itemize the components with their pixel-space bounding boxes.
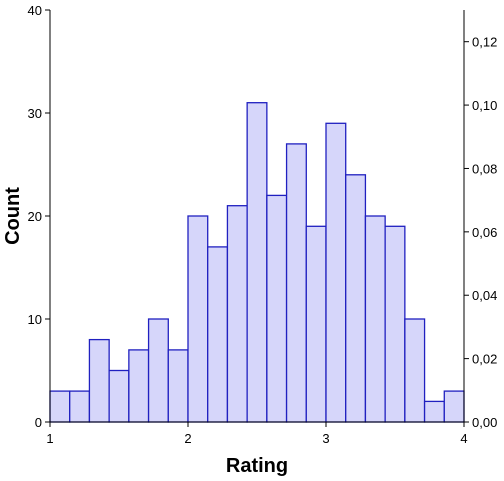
histogram-bar: [266, 194, 288, 423]
left-y-tick-label: 40: [28, 3, 42, 18]
x-tick-label: 2: [184, 431, 191, 446]
right-y-tick-label: 0,12: [472, 35, 497, 50]
histogram-bar: [128, 349, 150, 423]
bars-layer: [49, 102, 465, 423]
histogram-bar: [423, 400, 445, 423]
right-y-tick-label: 0,06: [472, 225, 497, 240]
right-y-tick-label: 0,04: [472, 288, 497, 303]
axes-layer: [45, 9, 469, 427]
histogram-bar: [285, 143, 307, 423]
x-tick-label: 1: [46, 431, 53, 446]
histogram-bar: [167, 349, 189, 423]
histogram-bar: [69, 390, 91, 423]
histogram-bar: [325, 122, 347, 423]
right-y-tick-label: 0,00: [472, 415, 497, 430]
histogram-bar: [443, 390, 465, 423]
histogram-bar: [108, 369, 130, 423]
right-y-tick-label: 0,10: [472, 98, 497, 113]
histogram-bar: [305, 225, 327, 423]
histogram-bar: [364, 215, 386, 423]
histogram-bar: [226, 205, 248, 423]
histogram-bar: [187, 215, 209, 423]
histogram-bar: [49, 390, 71, 423]
right-y-tick-label: 0,02: [472, 352, 497, 367]
x-axis-title: Rating: [226, 455, 288, 477]
left-y-tick-label: 20: [28, 209, 42, 224]
right-y-tick-label: 0,08: [472, 161, 497, 176]
left-y-tick-label: 0: [35, 415, 42, 430]
histogram-bar: [147, 318, 169, 423]
histogram-bar: [207, 246, 229, 423]
x-tick-label: 4: [460, 431, 467, 446]
y-axis-title: Count: [2, 187, 24, 245]
histogram-bar: [246, 102, 268, 423]
histogram-bar: [88, 338, 110, 423]
x-tick-label: 3: [322, 431, 329, 446]
histogram-bar: [384, 225, 406, 423]
histogram-bar: [345, 174, 367, 423]
histogram-bar: [404, 318, 426, 423]
left-y-tick-label: 10: [28, 312, 42, 327]
labels-layer: 0 10 20 30 40 0,00 0,02 0,04 0,06 0,08 0,10 0,12 1 2 3…: [28, 3, 498, 446]
left-y-tick-label: 30: [28, 106, 42, 121]
